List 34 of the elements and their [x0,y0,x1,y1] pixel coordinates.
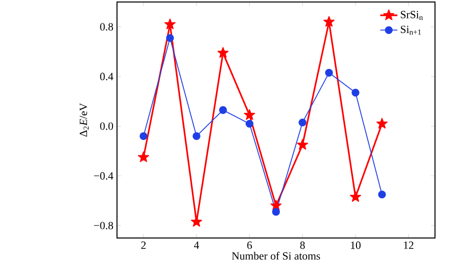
point [192,132,200,140]
legend-label: SrSi$_{n}$ [400,10,423,20]
y-tick-label: 0.8 [100,23,114,31]
point [164,18,176,30]
point [298,118,306,126]
y-tick-label: 0.4 [100,72,114,80]
point [166,34,174,42]
x-tick-label: 2 [141,242,146,249]
y-tick-label: −0.8 [94,222,114,230]
x-tick-label: 10 [350,242,361,249]
point [378,190,386,198]
point [217,47,229,58]
point [352,88,360,97]
x-axis-title: Number of Si atoms [232,252,320,260]
y-tick-label: 0.0 [100,122,114,130]
point [350,191,362,202]
point [272,208,280,216]
point [325,68,333,77]
point [296,138,308,150]
point [138,151,150,162]
point [219,106,227,114]
x-tick-label: 4 [194,242,200,249]
y-tick-label: −0.4 [94,172,114,180]
x-tick-label: 12 [404,242,414,249]
point [323,16,335,27]
x-tick-label: 6 [247,242,252,249]
point [140,132,148,140]
x-tick-label: 8 [300,242,305,249]
point [376,118,388,129]
y-axis-title: Δ$_{2}$E/eV [80,103,89,137]
legend-label: Si$_{n+1}$ [400,26,421,35]
point [246,120,254,128]
point [244,109,256,120]
point [190,216,202,227]
